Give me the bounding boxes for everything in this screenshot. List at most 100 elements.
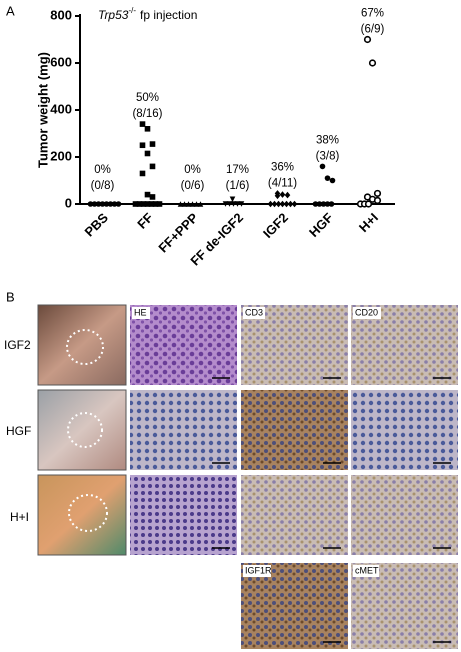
row-label: IGF2 xyxy=(4,338,31,352)
point xyxy=(149,141,156,147)
incidence-label: 36% xyxy=(271,161,294,173)
point xyxy=(230,201,237,207)
point xyxy=(324,175,331,181)
y-tick-label: 600 xyxy=(50,54,72,69)
point xyxy=(329,177,336,184)
column-label: IGF1R xyxy=(245,565,272,575)
point xyxy=(324,201,331,207)
micrograph xyxy=(130,475,237,555)
point xyxy=(148,201,155,207)
micrograph xyxy=(241,563,348,649)
circle-marker xyxy=(66,329,104,365)
x-tick-label: FF xyxy=(134,210,156,232)
point xyxy=(328,201,335,207)
incidence-label: (4/11) xyxy=(268,177,297,189)
point xyxy=(107,201,114,207)
panel-label: A xyxy=(6,3,15,18)
point xyxy=(291,200,298,208)
photo xyxy=(37,304,127,386)
x-tick-label: HGF xyxy=(306,210,336,240)
column-label: CD20 xyxy=(355,307,378,317)
point xyxy=(115,201,122,207)
y-axis-label: Tumor weight (mg) xyxy=(35,52,50,168)
label-bg xyxy=(353,565,379,577)
point xyxy=(136,201,143,207)
point xyxy=(275,200,282,208)
point xyxy=(156,201,163,207)
micrograph xyxy=(130,390,237,470)
circle-marker xyxy=(68,494,108,532)
incidence-label: 50% xyxy=(136,92,159,104)
label-bg xyxy=(132,307,150,319)
point xyxy=(363,35,372,44)
point xyxy=(99,201,106,207)
x-tick-label: FF+PPP xyxy=(155,210,201,256)
point xyxy=(132,201,139,207)
x-tick-label: PBS xyxy=(82,210,112,240)
micrograph xyxy=(351,390,458,470)
point xyxy=(144,126,151,132)
column-label: CD3 xyxy=(245,307,263,317)
incidence-label: (0/8) xyxy=(91,180,115,192)
y-tick-label: 800 xyxy=(50,7,72,22)
point xyxy=(139,142,146,149)
point xyxy=(185,201,192,207)
gene: Trp53 xyxy=(98,8,129,22)
photo xyxy=(37,474,127,556)
micrograph xyxy=(241,475,348,555)
incidence-label: 17% xyxy=(226,164,249,176)
point xyxy=(364,200,373,208)
column-label: cMET xyxy=(355,565,379,575)
point xyxy=(234,201,241,207)
point xyxy=(238,201,245,207)
point xyxy=(271,200,278,208)
point xyxy=(316,201,323,207)
point xyxy=(279,200,286,208)
point xyxy=(222,201,229,207)
panel-b: HE CD3 CD20 IGF1R cMET IGF2 HGF H+I xyxy=(4,304,458,649)
point xyxy=(177,201,184,207)
point xyxy=(144,150,151,157)
x-tick-label: IGF2 xyxy=(260,210,291,241)
incidence-label: (0/6) xyxy=(181,180,205,192)
micrograph xyxy=(241,390,348,470)
point xyxy=(95,201,102,207)
scale-bars xyxy=(212,377,451,643)
incidence-label: 38% xyxy=(316,134,339,146)
panel-label: B xyxy=(6,289,15,304)
point xyxy=(368,59,377,67)
label-bg xyxy=(353,307,381,319)
y-tick-label: 400 xyxy=(50,101,72,116)
incidence-label: 0% xyxy=(94,164,111,176)
point xyxy=(197,201,204,207)
annotation: Trp53-/- fp injection xyxy=(98,6,197,22)
point xyxy=(87,201,94,207)
point xyxy=(226,201,233,207)
point xyxy=(193,201,200,207)
point xyxy=(287,200,294,208)
x-tick-label: H+I xyxy=(356,210,381,235)
superscript: -/- xyxy=(128,6,136,15)
point xyxy=(320,201,327,207)
point xyxy=(139,170,146,177)
incidence-label: 67% xyxy=(361,8,384,20)
incidence-label: (3/8) xyxy=(316,150,340,162)
point xyxy=(279,191,286,198)
point xyxy=(139,121,146,127)
row-label: H+I xyxy=(10,510,29,524)
point xyxy=(189,201,196,207)
row-label: HGF xyxy=(6,424,31,438)
point xyxy=(229,196,236,203)
point xyxy=(284,191,291,199)
incidence-label: (6/9) xyxy=(361,24,385,36)
micrograph xyxy=(351,475,458,555)
label-bg xyxy=(243,565,271,577)
point xyxy=(181,201,188,207)
incidence-label: (1/6) xyxy=(226,180,250,192)
column-label: HE xyxy=(134,307,147,317)
point xyxy=(140,201,147,207)
point xyxy=(373,189,382,198)
point xyxy=(91,201,98,207)
point xyxy=(149,194,156,200)
